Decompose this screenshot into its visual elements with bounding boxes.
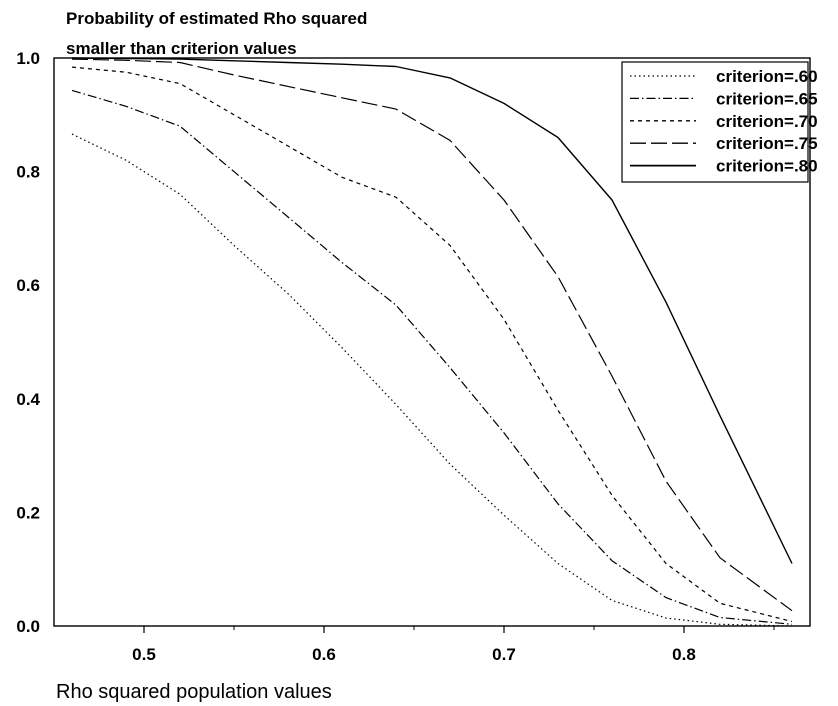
- y-tick-label: 0.8: [16, 163, 40, 182]
- plot-frame: [53, 57, 811, 627]
- y-tick-label: 0.0: [16, 617, 40, 636]
- y-tick-label: 0.4: [16, 390, 40, 409]
- legend-label-4: criterion=.75: [716, 134, 818, 153]
- x-tick-label: 0.6: [312, 645, 336, 664]
- y-tick-label: 0.2: [16, 503, 40, 522]
- chart-title-line-2: smaller than criterion values: [66, 39, 297, 58]
- x-axis-label: Rho squared population values: [56, 681, 332, 703]
- x-tick-label: 0.8: [672, 645, 696, 664]
- chart-title-line-1: Probability of estimated Rho squared: [66, 9, 367, 28]
- x-tick-label: 0.7: [492, 645, 516, 664]
- legend-label-5: criterion=.80: [716, 157, 818, 176]
- series-line-4: [71, 58, 793, 612]
- y-tick-label: 0.6: [16, 276, 40, 295]
- legend-label-1: criterion=.60: [716, 67, 818, 86]
- y-tick-label: 1.0: [16, 49, 40, 68]
- series-line-2: [71, 89, 793, 625]
- legend-label-2: criterion=.65: [716, 89, 818, 108]
- legend-box: [621, 61, 809, 183]
- legend-label-3: criterion=.70: [716, 112, 818, 131]
- x-tick-label: 0.5: [132, 645, 156, 664]
- series-line-5: [71, 57, 793, 564]
- series-line-1: [71, 133, 793, 627]
